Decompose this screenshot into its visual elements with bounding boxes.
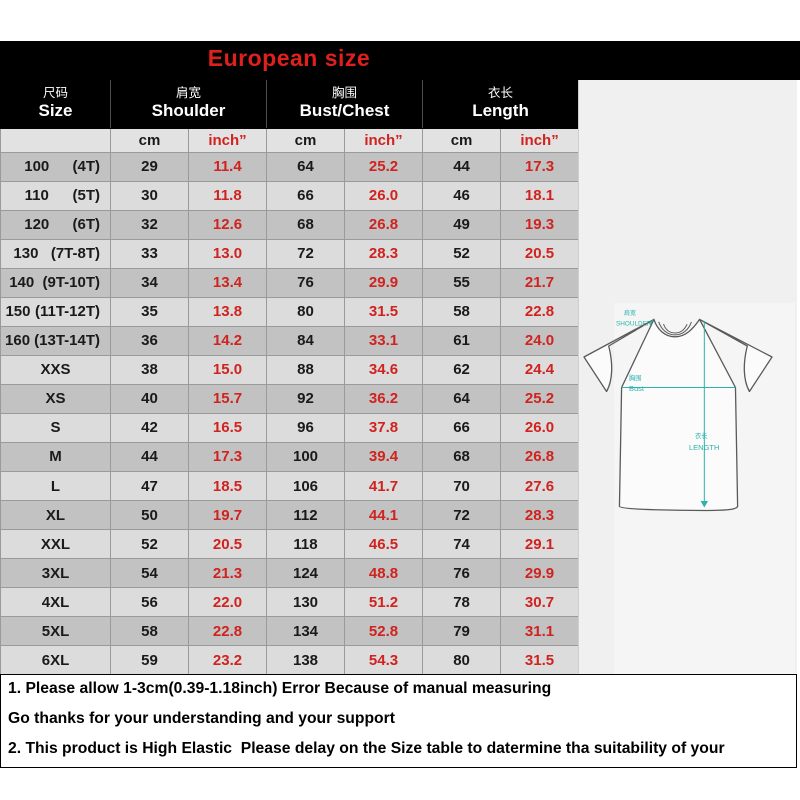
svg-text:SHOULDER: SHOULDER	[616, 321, 652, 328]
svg-text:Bust: Bust	[629, 384, 645, 393]
svg-text:胸围: 胸围	[629, 373, 642, 382]
svg-text:衣长: 衣长	[695, 431, 708, 440]
svg-text:LENGTH: LENGTH	[689, 443, 719, 452]
svg-text:肩宽: 肩宽	[624, 309, 636, 317]
